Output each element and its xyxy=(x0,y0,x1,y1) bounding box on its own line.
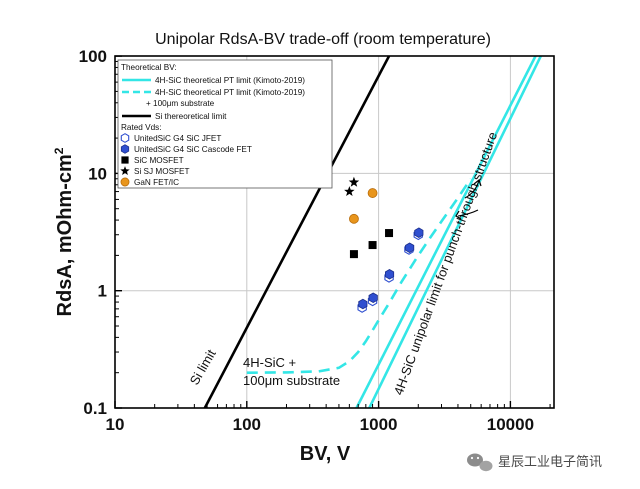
legend: Theoretical BV: 4H-SiC theoretical PT li… xyxy=(117,59,333,189)
legend-box xyxy=(117,59,333,189)
point-sj-1 xyxy=(348,176,360,187)
legend-marker-cascode xyxy=(120,144,130,154)
punch-through-arrows xyxy=(455,178,482,220)
point-cascode-1 xyxy=(368,292,378,304)
legend-header-theory: Theoretical BV: xyxy=(121,63,177,72)
legend-sj: Si SJ MOSFET xyxy=(134,167,190,176)
data-points xyxy=(344,176,424,313)
substrate-label-line-1: 4H-SiC + xyxy=(243,355,296,370)
point-gan-0 xyxy=(349,213,359,224)
x-tick-label-2: 1000 xyxy=(360,415,398,434)
y-axis-label-exponent: 2 xyxy=(52,147,66,154)
point-mosfet-2 xyxy=(385,229,394,238)
chart-title: Unipolar RdsA-BV trade-off (room tempera… xyxy=(155,31,491,48)
watermark: 星辰工业电子简讯 xyxy=(467,453,602,472)
line-pt-substrate-3 xyxy=(246,178,472,374)
line-pt-limit-2 xyxy=(368,56,542,408)
point-mosfet-0 xyxy=(349,250,358,259)
arrow-head-2 xyxy=(455,210,462,220)
point-cascode-0 xyxy=(358,298,368,310)
legend-pt-substrate-2: + 100μm substrate xyxy=(146,99,215,108)
x-tick-label-3: 10000 xyxy=(487,415,534,434)
substrate-label-line-2: 100μm substrate xyxy=(243,373,340,388)
legend-header-rated: Rated Vds: xyxy=(121,123,162,132)
legend-si-limit: Si thereoretical limit xyxy=(155,112,227,121)
plot-frame xyxy=(114,55,555,409)
point-gan-1 xyxy=(367,188,378,198)
legend-cascode: UnitedSiC G4 SiC Cascode FET xyxy=(134,145,252,154)
legend-marker-gan xyxy=(120,177,130,187)
watermark-text: 星辰工业电子简讯 xyxy=(498,454,602,470)
arrow-head-1 xyxy=(473,178,482,187)
y-tick-label-2: 10 xyxy=(88,164,107,183)
y-axis-label: RdsA, mOhm-cm2 xyxy=(52,147,76,316)
point-cascode-2 xyxy=(384,269,395,280)
point-cascode-4 xyxy=(414,227,424,238)
legend-marker-jfet xyxy=(120,133,130,143)
limit-lines xyxy=(203,56,542,408)
legend-jfet: UnitedSiC G4 SiC JFET xyxy=(134,134,221,143)
x-tick-label-0: 10 xyxy=(106,415,125,434)
legend-pt-substrate: 4H-SiC theoretical PT limit (Kimoto-2019… xyxy=(155,88,305,97)
y-axis-label-main: RdsA, mOhm-cm xyxy=(54,154,76,316)
legend-gan: GaN FET/IC xyxy=(134,178,179,187)
y-tick-label-3: 100 xyxy=(79,47,107,66)
legend-markers xyxy=(120,133,130,187)
si-limit-label: Si limit xyxy=(187,347,219,388)
x-axis-label: BV, V xyxy=(300,443,351,465)
x-tick-label-1: 100 xyxy=(233,415,261,434)
line-si-limit-0 xyxy=(203,56,391,408)
arrow-curve-1 xyxy=(464,179,480,199)
point-cascode-3 xyxy=(405,242,415,254)
legend-marker-mosfet xyxy=(121,156,129,164)
wechat-icon xyxy=(467,453,493,472)
unipolar-limit-label: 4H-SiC unipolar limit for punch-through … xyxy=(391,130,500,397)
point-mosfet-1 xyxy=(368,241,377,250)
arrow-curve-2 xyxy=(457,209,479,217)
y-tick-label-1: 1 xyxy=(98,282,107,301)
y-tick-label-0: 0.1 xyxy=(83,399,107,418)
legend-pt-limit: 4H-SiC theoretical PT limit (Kimoto-2019… xyxy=(155,76,305,85)
point-sj-0 xyxy=(344,186,355,196)
line-pt-limit-1 xyxy=(355,56,537,408)
legend-mosfet: SiC MOSFET xyxy=(134,156,184,165)
legend-marker-sj xyxy=(120,166,130,175)
